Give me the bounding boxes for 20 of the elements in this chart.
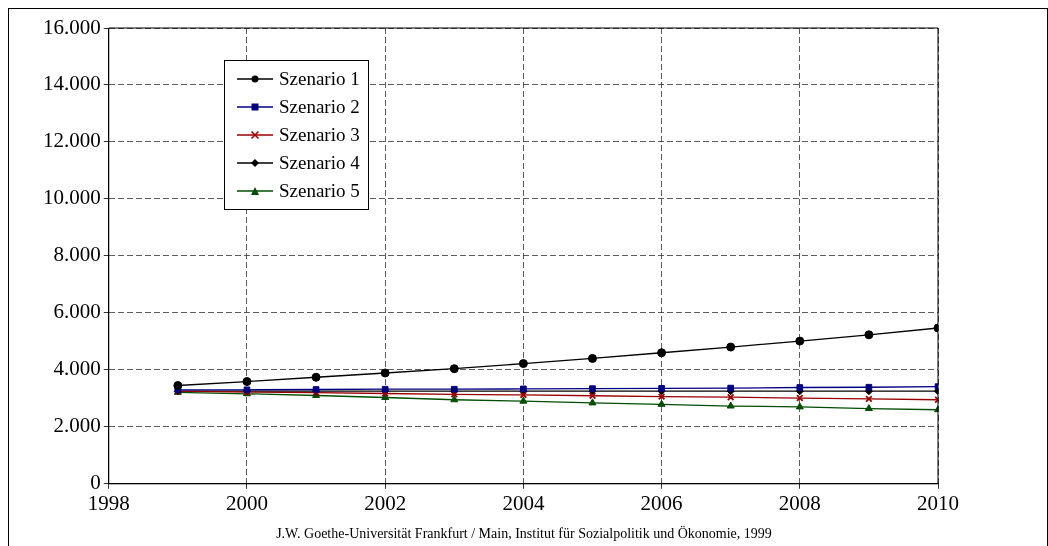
legend-label: Szenario 4 <box>279 152 360 174</box>
x-tick-label: 2010 <box>917 490 959 515</box>
y-tick-label: 14.000 <box>43 71 101 96</box>
y-tick-label: 4.000 <box>53 356 101 381</box>
y-tick-label: 10.000 <box>43 185 101 210</box>
x-tick-label: 2006 <box>640 490 683 515</box>
x-tick-label: 2004 <box>502 490 545 515</box>
y-tick-label: 6.000 <box>53 299 101 324</box>
x-tick-label: 2008 <box>778 490 821 515</box>
legend-label: Szenario 2 <box>279 96 360 118</box>
x-tick-label: 2000 <box>225 490 268 515</box>
y-tick-label: 16.000 <box>43 14 101 39</box>
legend-label: Szenario 3 <box>279 124 360 146</box>
y-tick-label: 8.000 <box>53 242 101 267</box>
y-tick-label: 2.000 <box>53 413 101 438</box>
y-tick-label: 12.000 <box>43 128 101 153</box>
x-tick-label: 2002 <box>364 490 407 515</box>
legend-label: Szenario 1 <box>279 68 360 90</box>
legend-label: Szenario 5 <box>279 180 360 202</box>
text: J.W. Goethe-Universität Frankfurt / Main, Institut für Sozialpolitik und Ökonomie, 1999 <box>275 526 773 542</box>
